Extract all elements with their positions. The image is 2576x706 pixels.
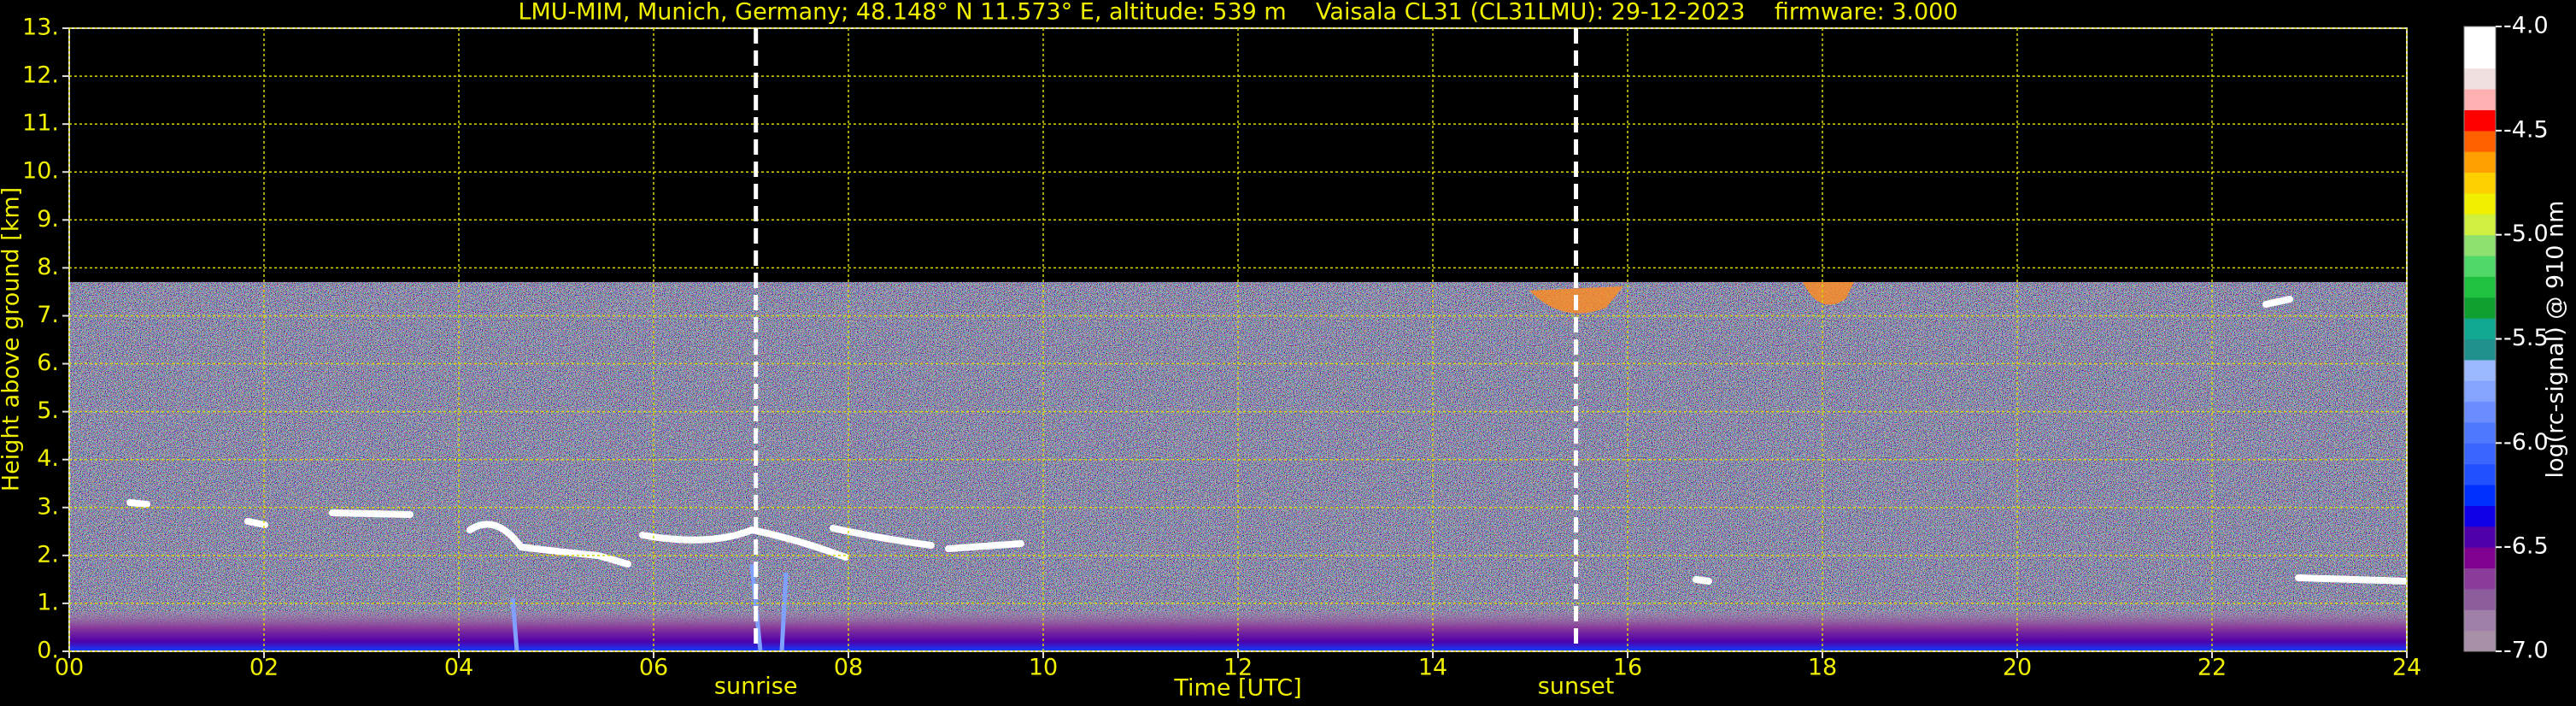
colorbar-level bbox=[2464, 443, 2496, 465]
cloud-upper bbox=[1529, 282, 1854, 314]
y-tick-label: 5. bbox=[37, 397, 59, 424]
x-tick-label: 18 bbox=[1808, 655, 1837, 681]
y-axis-label: Height above ground [km] bbox=[0, 187, 25, 491]
colorbar-level bbox=[2464, 401, 2496, 423]
colorbar-level bbox=[2464, 234, 2496, 256]
colorbar-level bbox=[2464, 485, 2496, 506]
y-tick-label: 3. bbox=[37, 493, 59, 520]
y-tick-label: 12. bbox=[22, 62, 59, 89]
y-tick-label: 13. bbox=[22, 15, 59, 41]
x-tick-label: 02 bbox=[249, 655, 279, 681]
sun-event-label: sunset bbox=[1538, 674, 1615, 700]
x-tick-label: 10 bbox=[1029, 655, 1058, 681]
y-tick-label: 4. bbox=[37, 445, 59, 472]
colorbar-level bbox=[2464, 547, 2496, 569]
colorbar-tick-label: -4.5 bbox=[2503, 116, 2549, 143]
colorbar-level bbox=[2464, 151, 2496, 174]
y-tick-label: 11. bbox=[22, 110, 59, 137]
colorbar-level bbox=[2464, 568, 2496, 590]
y-tick-label: 1. bbox=[37, 589, 59, 615]
colorbar-level bbox=[2464, 359, 2496, 381]
y-tick-label: 9. bbox=[37, 206, 59, 232]
colorbar-level bbox=[2464, 89, 2496, 110]
colorbar-level bbox=[2464, 526, 2496, 548]
x-tick-label: 00 bbox=[55, 655, 84, 681]
colorbar-level bbox=[2464, 421, 2496, 444]
colorbar-level bbox=[2464, 68, 2496, 90]
y-tick-label: 2. bbox=[37, 541, 59, 568]
x-tick-label: 14 bbox=[1418, 655, 1447, 681]
colorbar-level bbox=[2464, 588, 2496, 610]
colorbar-level bbox=[2464, 380, 2496, 403]
colorbar-level bbox=[2464, 26, 2496, 48]
x-tick-label: 24 bbox=[2392, 655, 2421, 681]
colorbar-level bbox=[2464, 214, 2496, 236]
colorbar-level bbox=[2464, 276, 2496, 298]
colorbar-level bbox=[2464, 192, 2496, 215]
colorbar-level bbox=[2464, 630, 2496, 652]
y-tick-label: 0. bbox=[37, 638, 59, 664]
colorbar-tick-label: -5.0 bbox=[2503, 221, 2549, 247]
x-axis-label: Time [UTC] bbox=[1173, 675, 1301, 702]
x-tick-label: 16 bbox=[1613, 655, 1642, 681]
colorbar-level bbox=[2464, 130, 2496, 152]
sun-event-label: sunrise bbox=[714, 674, 798, 700]
colorbar-level bbox=[2464, 47, 2496, 69]
colorbar-tick-label: -5.5 bbox=[2503, 325, 2549, 351]
y-tick-label: 10. bbox=[22, 158, 59, 185]
colorbar-tick-label: -7.0 bbox=[2503, 638, 2549, 664]
colorbar-level bbox=[2464, 297, 2496, 319]
chart-title: LMU-MIM, Munich, Germany; 48.148° N 11.5… bbox=[518, 0, 1957, 26]
x-tick-label: 08 bbox=[834, 655, 863, 681]
x-tick-label: 22 bbox=[2198, 655, 2227, 681]
colorbar-level bbox=[2464, 109, 2496, 132]
colorbar-level bbox=[2464, 505, 2496, 527]
colorbar-level bbox=[2464, 172, 2496, 194]
colorbar-level bbox=[2464, 256, 2496, 277]
colorbar-tick-label: -6.0 bbox=[2503, 429, 2549, 456]
colorbar-level bbox=[2464, 609, 2496, 632]
x-tick-label: 12 bbox=[1223, 655, 1253, 681]
colorbar-level bbox=[2464, 318, 2496, 339]
x-tick-label: 04 bbox=[444, 655, 473, 681]
colorbar-label: log(rc-signal) @ 910 nm bbox=[2543, 201, 2569, 479]
y-tick-label: 8. bbox=[37, 254, 59, 280]
y-tick-label: 6. bbox=[37, 350, 59, 376]
x-tick-label: 20 bbox=[2003, 655, 2032, 681]
y-tick-label: 7. bbox=[37, 302, 59, 328]
colorbar-level bbox=[2464, 463, 2496, 485]
x-tick-label: 06 bbox=[639, 655, 668, 681]
colorbar-tick-label: -4.0 bbox=[2503, 13, 2549, 39]
colorbar-level bbox=[2464, 338, 2496, 361]
clouds bbox=[126, 296, 2407, 585]
colorbar-tick-label: -6.5 bbox=[2503, 533, 2549, 560]
